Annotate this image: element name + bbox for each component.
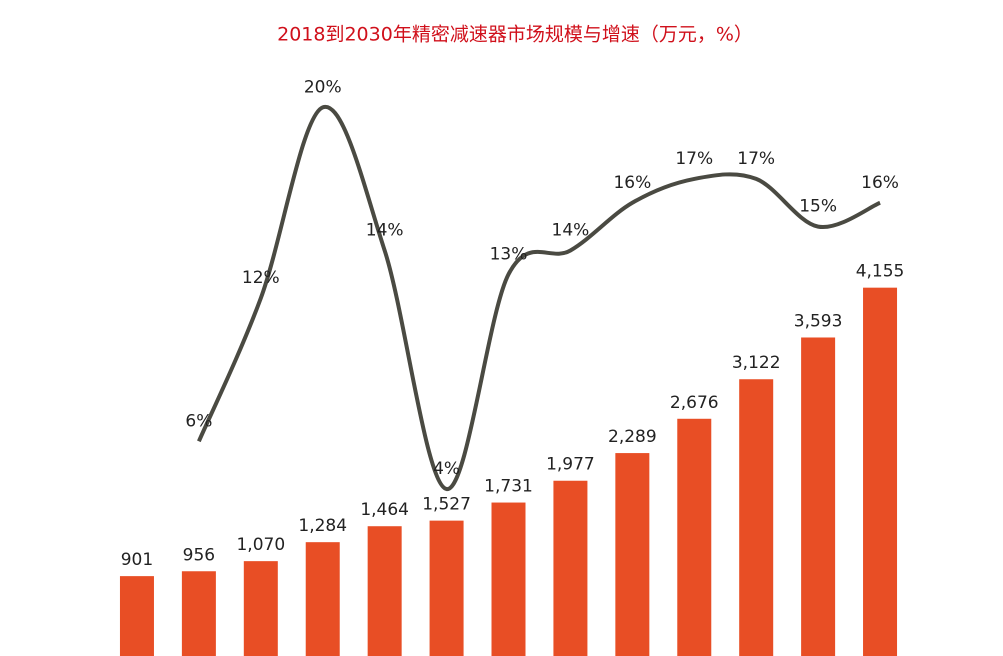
data-label: 1,070 — [236, 535, 285, 555]
data-label: 1,977 — [546, 455, 595, 475]
chart-title: 2018到2030年精密减速器市场规模与增速（万元，%） — [277, 24, 753, 46]
line-label: 16% — [861, 173, 899, 193]
data-label: 4,155 — [856, 262, 905, 282]
growth-line — [197, 105, 881, 491]
line-label: 20% — [304, 77, 342, 97]
bar — [305, 542, 340, 656]
data-label: 901 — [121, 550, 153, 570]
line-label: 6% — [185, 411, 212, 431]
bar — [615, 453, 650, 656]
bar — [429, 520, 464, 656]
data-label: 3,593 — [794, 311, 843, 331]
bar — [677, 418, 712, 656]
bar — [181, 571, 216, 656]
line-label: 4% — [433, 459, 460, 479]
bar — [863, 287, 898, 656]
bar — [119, 576, 154, 656]
line-label: 14% — [366, 220, 404, 240]
bar — [553, 480, 588, 656]
line-label: 17% — [675, 149, 713, 169]
data-label: 1,284 — [298, 516, 347, 536]
bar — [367, 526, 402, 656]
line-label: 16% — [613, 173, 651, 193]
line-label: 15% — [799, 197, 837, 217]
bar — [243, 561, 278, 656]
data-label: 2,676 — [670, 393, 719, 413]
bar — [739, 379, 774, 656]
bar — [801, 337, 836, 656]
data-label: 956 — [183, 545, 215, 565]
data-label: 2,289 — [608, 427, 657, 447]
line-label: 17% — [737, 149, 775, 169]
line-label: 12% — [242, 268, 280, 288]
data-label: 1,464 — [360, 500, 409, 520]
data-label: 3,122 — [732, 353, 781, 373]
line-label: 14% — [552, 220, 590, 240]
data-label: 1,527 — [422, 495, 471, 515]
data-label: 1,731 — [484, 477, 533, 497]
line-label: 13% — [490, 244, 528, 264]
bar — [491, 502, 526, 656]
